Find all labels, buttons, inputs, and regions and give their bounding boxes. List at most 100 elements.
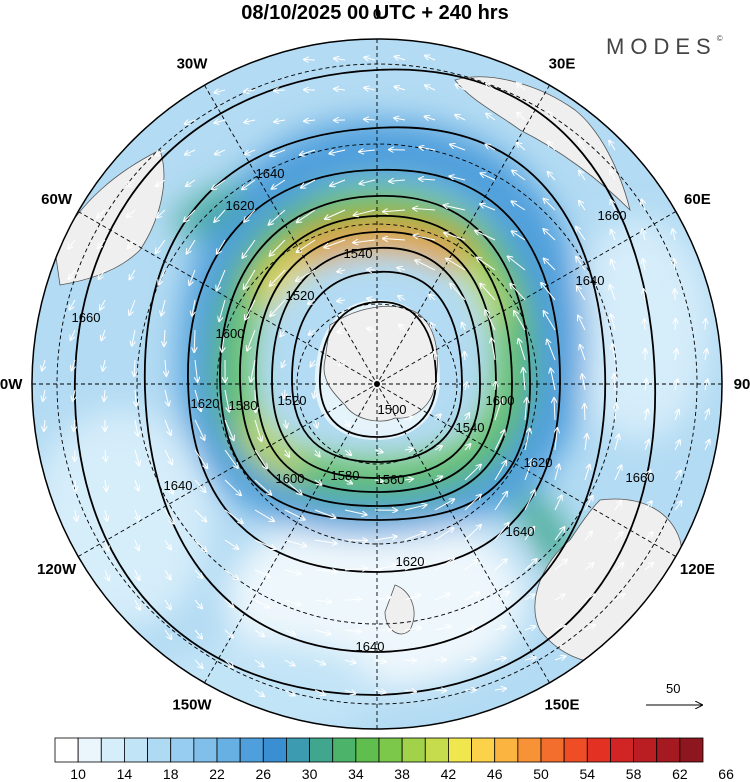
wind-vector bbox=[434, 352, 435, 361]
wind-vector bbox=[255, 389, 256, 412]
wind-vector bbox=[548, 172, 556, 181]
contour-label: 1500 bbox=[378, 402, 407, 417]
wind-vector bbox=[404, 479, 413, 480]
wind-vector bbox=[367, 328, 376, 330]
wind-vector bbox=[135, 509, 139, 520]
wind-vector bbox=[614, 435, 619, 451]
wind-vector bbox=[494, 689, 506, 691]
colorbar-swatch bbox=[309, 737, 334, 763]
wind-vector bbox=[579, 141, 586, 151]
wind-vector bbox=[164, 419, 171, 435]
longitude-label: 120E bbox=[680, 561, 715, 578]
colorbar-swatch bbox=[262, 737, 287, 763]
wind-vector bbox=[705, 319, 706, 331]
wind-vector bbox=[194, 509, 206, 521]
wind-vector bbox=[301, 179, 316, 188]
wind-vector bbox=[643, 259, 645, 271]
wind-vector bbox=[254, 539, 275, 549]
wind-vector bbox=[374, 450, 383, 452]
colorbar-tick-label: 34 bbox=[348, 766, 364, 782]
wind-vector bbox=[284, 509, 305, 520]
contour-label: 1520 bbox=[286, 288, 315, 303]
wind-vector bbox=[446, 259, 466, 271]
longitude-label: 60E bbox=[684, 191, 711, 208]
wind-vector bbox=[612, 344, 615, 361]
wind-vector bbox=[194, 539, 206, 551]
wind-vector bbox=[434, 414, 441, 421]
wind-vector bbox=[224, 539, 238, 549]
colorbar-swatch bbox=[170, 737, 195, 763]
wind-vector bbox=[544, 199, 556, 211]
wind-vector bbox=[675, 319, 676, 331]
wind-vector bbox=[615, 404, 616, 421]
wind-vector bbox=[300, 149, 316, 155]
wind-vector bbox=[464, 495, 481, 511]
longitude-label: 90W bbox=[0, 376, 23, 393]
wind-vector bbox=[337, 270, 346, 272]
wind-vector bbox=[434, 528, 454, 541]
wind-vector bbox=[42, 359, 45, 371]
wind-vector bbox=[184, 209, 196, 222]
wind-vector bbox=[610, 170, 616, 181]
colorbar-tick-label: 62 bbox=[672, 766, 688, 782]
wind-vector bbox=[334, 89, 346, 90]
wind-vector bbox=[329, 149, 346, 154]
wind-vector bbox=[308, 300, 316, 304]
wind-vector bbox=[284, 389, 285, 398]
wind-vector bbox=[645, 440, 649, 451]
contour-1560 bbox=[255, 231, 497, 493]
wind-vector bbox=[544, 311, 556, 331]
wind-vector bbox=[524, 490, 535, 511]
brand-mark: © bbox=[716, 34, 723, 43]
wind-vector bbox=[245, 149, 256, 154]
wind-vector bbox=[314, 689, 325, 695]
wind-vector bbox=[524, 657, 536, 660]
contour-label: 1620 bbox=[396, 554, 425, 569]
wind-vector bbox=[611, 315, 616, 331]
wind-vector bbox=[269, 209, 286, 225]
wind-vector bbox=[614, 465, 622, 481]
wind-vector bbox=[314, 539, 337, 544]
wind-vector bbox=[579, 171, 586, 181]
wind-vector bbox=[103, 359, 105, 371]
wind-vector bbox=[413, 208, 436, 210]
wind-vector bbox=[543, 229, 556, 241]
wind-vector bbox=[644, 532, 653, 541]
wind-vector bbox=[224, 389, 229, 412]
wind-vector bbox=[580, 345, 586, 361]
wind-vector bbox=[128, 239, 136, 248]
wind-vector bbox=[134, 449, 139, 465]
wind-vector bbox=[512, 201, 526, 211]
wind-vector bbox=[324, 239, 346, 248]
wind-vector bbox=[404, 660, 416, 661]
colorbar-swatch bbox=[494, 737, 519, 763]
wind-vector bbox=[675, 410, 679, 421]
wind-vector bbox=[582, 374, 585, 391]
wind-vector bbox=[456, 84, 466, 91]
wind-vector bbox=[297, 239, 316, 252]
wind-vector bbox=[425, 85, 436, 91]
wind-vector bbox=[214, 120, 226, 123]
wind-vector bbox=[164, 629, 171, 639]
wind-vector bbox=[434, 690, 446, 691]
wind-vector bbox=[494, 559, 507, 571]
wind-vector bbox=[215, 149, 226, 154]
wind-vector bbox=[242, 179, 256, 189]
wind-vector bbox=[404, 628, 421, 630]
wind-vector bbox=[285, 449, 289, 457]
wind-vector bbox=[525, 398, 527, 421]
colorbar-swatch bbox=[193, 737, 218, 763]
wind-vector bbox=[494, 658, 506, 660]
wind-vector bbox=[156, 179, 166, 186]
wind-vector bbox=[486, 144, 496, 151]
wind-vector bbox=[419, 179, 436, 180]
wind-vector bbox=[644, 319, 645, 331]
wind-vector bbox=[164, 449, 172, 464]
wind-vector bbox=[494, 627, 505, 631]
wind-vector bbox=[614, 594, 624, 601]
wind-vector bbox=[512, 171, 526, 181]
wind-vector bbox=[523, 368, 525, 391]
wind-vector bbox=[611, 230, 615, 241]
wind-vector bbox=[614, 501, 621, 511]
wind-vector bbox=[164, 599, 171, 609]
